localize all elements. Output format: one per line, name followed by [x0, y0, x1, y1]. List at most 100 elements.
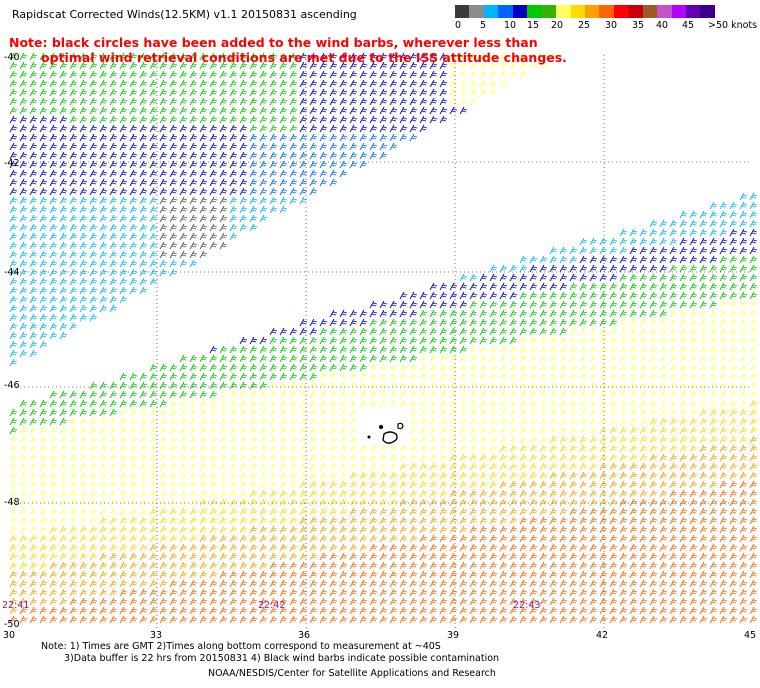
- wind-barb: [39, 322, 48, 331]
- wind-barb: [719, 390, 728, 399]
- wind-barb: [359, 79, 368, 88]
- wind-barb: [399, 399, 408, 408]
- wind-barb: [289, 160, 298, 169]
- wind-barb: [269, 205, 278, 214]
- wind-barb: [539, 525, 548, 534]
- wind-barb: [289, 169, 298, 178]
- wind-barb: [619, 291, 628, 300]
- wind-barb: [309, 516, 318, 525]
- wind-barb: [599, 462, 608, 471]
- wind-barb: [9, 160, 18, 169]
- wind-barb: [79, 106, 88, 115]
- wind-barb: [119, 52, 128, 61]
- wind-barb: [619, 579, 628, 588]
- wind-barb: [89, 259, 98, 268]
- wind-barb: [189, 525, 198, 534]
- wind-barb: [429, 61, 438, 70]
- wind-barb: [589, 489, 598, 498]
- wind-barb: [139, 79, 148, 88]
- wind-barb: [749, 219, 758, 228]
- wind-barb: [89, 169, 98, 178]
- wind-barb: [409, 426, 418, 435]
- wind-barb: [419, 88, 428, 97]
- wind-barb: [99, 241, 108, 250]
- wind-barb: [749, 291, 758, 300]
- wind-barb: [689, 525, 698, 534]
- wind-barb: [29, 453, 38, 462]
- wind-barb: [59, 579, 68, 588]
- wind-barb: [499, 480, 508, 489]
- wind-barb: [19, 525, 28, 534]
- wind-barb: [669, 417, 678, 426]
- wind-barb: [629, 561, 638, 570]
- wind-barb: [519, 273, 528, 282]
- wind-barb: [569, 552, 578, 561]
- wind-barb: [669, 525, 678, 534]
- wind-barb: [279, 151, 288, 160]
- wind-barb: [529, 327, 538, 336]
- wind-barb: [9, 133, 18, 142]
- wind-barb: [119, 543, 128, 552]
- wind-barb: [619, 327, 628, 336]
- wind-barb: [49, 205, 58, 214]
- wind-barb: [299, 588, 308, 597]
- wind-barb: [129, 552, 138, 561]
- wind-barb: [539, 534, 548, 543]
- wind-barb: [349, 615, 358, 624]
- wind-barb: [109, 205, 118, 214]
- wind-barb: [189, 79, 198, 88]
- wind-barb: [359, 543, 368, 552]
- wind-barb: [219, 525, 228, 534]
- wind-barb: [659, 219, 668, 228]
- wind-barb: [279, 70, 288, 79]
- wind-barb: [339, 363, 348, 372]
- wind-barb: [679, 561, 688, 570]
- wind-barb: [499, 70, 508, 79]
- wind-barb: [539, 426, 548, 435]
- wind-barb: [419, 79, 428, 88]
- wind-barb: [109, 304, 118, 313]
- wind-barb: [609, 507, 618, 516]
- wind-barb: [639, 255, 648, 264]
- wind-barb: [239, 579, 248, 588]
- wind-barb: [239, 79, 248, 88]
- wind-barb: [619, 426, 628, 435]
- wind-barb: [139, 259, 148, 268]
- wind-barb: [389, 88, 398, 97]
- wind-barb: [549, 246, 558, 255]
- wind-barb: [509, 570, 518, 579]
- wind-barb: [209, 507, 218, 516]
- wind-barb: [509, 507, 518, 516]
- wind-barb: [119, 390, 128, 399]
- wind-barb: [19, 426, 28, 435]
- wind-barb: [79, 133, 88, 142]
- wind-barb: [419, 390, 428, 399]
- wind-barb: [129, 372, 138, 381]
- wind-barb: [509, 309, 518, 318]
- wind-barb: [309, 444, 318, 453]
- wind-barb: [9, 597, 18, 606]
- wind-barb: [749, 435, 758, 444]
- wind-barb: [49, 241, 58, 250]
- wind-barb: [539, 282, 548, 291]
- wind-barb: [389, 124, 398, 133]
- wind-barb: [189, 169, 198, 178]
- wind-barb: [699, 381, 708, 390]
- wind-barb: [579, 435, 588, 444]
- wind-barb: [359, 444, 368, 453]
- wind-barb: [579, 408, 588, 417]
- wind-barb: [539, 444, 548, 453]
- wind-barb: [159, 142, 168, 151]
- wind-barb: [409, 453, 418, 462]
- wind-barb: [489, 309, 498, 318]
- wind-barb: [169, 615, 178, 624]
- wind-barb: [69, 606, 78, 615]
- wind-barb: [199, 97, 208, 106]
- wind-barb: [379, 390, 388, 399]
- wind-barb: [439, 597, 448, 606]
- wind-barb: [659, 291, 668, 300]
- wind-barb: [619, 363, 628, 372]
- wind-barb: [389, 498, 398, 507]
- wind-barb: [29, 426, 38, 435]
- wind-barb: [749, 489, 758, 498]
